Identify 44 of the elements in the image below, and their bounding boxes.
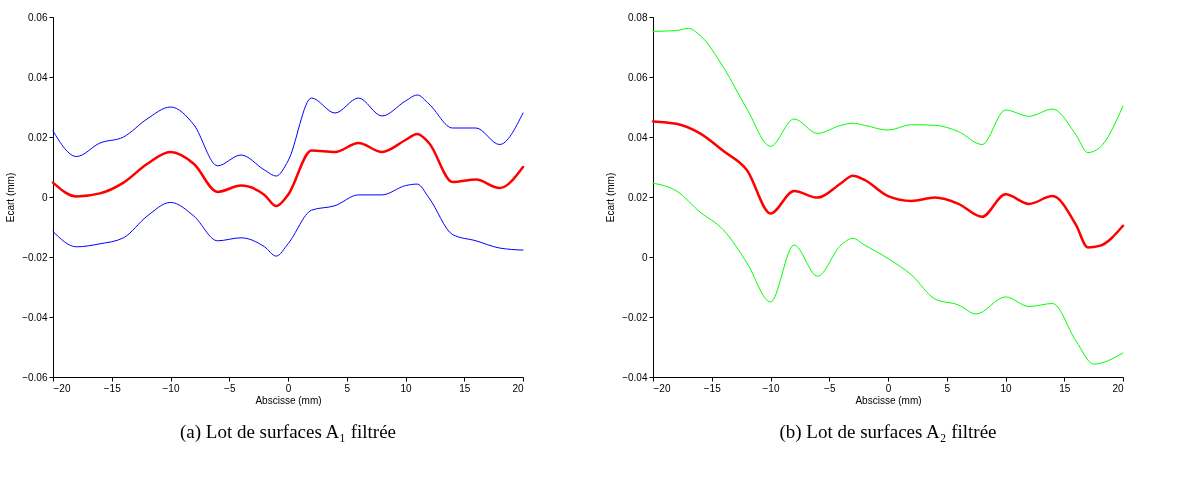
line-series (652, 27, 1124, 154)
y-axis-title: Ecart (mm) (605, 172, 617, 223)
y-tick-label: 0.02 (28, 131, 48, 143)
x-tick-label: −5 (824, 382, 836, 394)
y-tick-label: 0 (641, 251, 648, 263)
x-tick-label: −20 (53, 382, 71, 394)
x-tick-label: −20 (653, 382, 671, 394)
y-tick-label: 0.04 (628, 131, 648, 143)
x-tick-label: −10 (762, 382, 780, 394)
y-tick-label: −0.02 (22, 251, 48, 263)
y-tick-label: −0.02 (622, 311, 648, 323)
x-tick-label: 10 (1000, 382, 1012, 394)
x-tick-label: 0 (885, 382, 892, 394)
y-tick-label: −0.06 (22, 371, 48, 383)
y-tick-label: 0.08 (628, 11, 648, 23)
y-axis-title: Ecart (mm) (5, 172, 17, 223)
x-tick-label: 0 (285, 382, 292, 394)
x-tick-label: 5 (944, 382, 951, 394)
x-tick-label: −15 (103, 382, 122, 394)
x-tick-label: 20 (512, 382, 524, 394)
y-tick-label: −0.04 (622, 371, 648, 383)
x-tick-label: 15 (459, 382, 471, 394)
x-tick-label: 15 (1059, 382, 1071, 394)
y-tick-label: 0.06 (28, 11, 48, 23)
y-tick-label: 0.06 (628, 71, 648, 83)
line-series (52, 183, 524, 257)
line-series (51, 132, 525, 208)
y-tick-label: −0.04 (22, 311, 48, 323)
y-tick-label: 0.04 (28, 71, 48, 83)
text: (b) Lot de surfaces A₂ filtrée (779, 421, 997, 443)
y-tick-label: 0.02 (628, 191, 648, 203)
x-tick-label: −15 (703, 382, 722, 394)
line-series (651, 120, 1125, 249)
line-series (52, 94, 524, 177)
x-tick-label: 20 (1112, 382, 1124, 394)
x-tick-label: −5 (224, 382, 236, 394)
x-axis-title: Abscisse (mm) (855, 394, 922, 406)
x-tick-label: −10 (162, 382, 180, 394)
y-tick-label: 0 (41, 191, 48, 203)
line-series (652, 182, 1124, 365)
text: (a) Lot de surfaces A₁ filtrée (179, 421, 397, 443)
x-axis-title: Abscisse (mm) (255, 394, 322, 406)
x-tick-label: 10 (400, 382, 412, 394)
x-tick-label: 5 (344, 382, 351, 394)
